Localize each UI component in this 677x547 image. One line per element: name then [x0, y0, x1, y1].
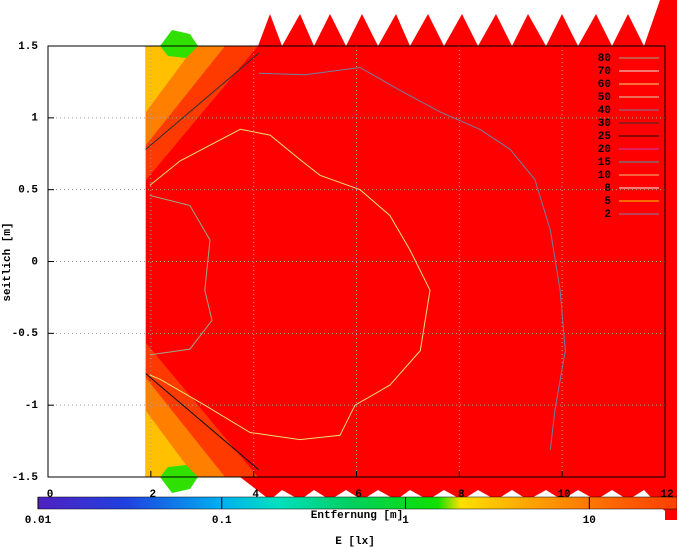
- y-tick-label: 0: [31, 256, 38, 268]
- x-tick-label: 8: [458, 489, 465, 501]
- legend-label: 70: [598, 66, 611, 78]
- y-tick-label: -1.5: [12, 472, 39, 484]
- y-axis-label: seitlich [m]: [2, 222, 14, 301]
- sawtooth-bottom: [240, 477, 677, 520]
- x-tick-label: 2: [150, 489, 157, 501]
- legend-label: 30: [598, 118, 611, 130]
- heatmap-field: [145, 46, 666, 477]
- x-tick-label: 10: [558, 489, 571, 501]
- legend-label: 80: [598, 53, 611, 65]
- x-tick-label: 12: [660, 489, 673, 501]
- colorbar-label: E [lx]: [335, 536, 375, 547]
- legend-label: 60: [598, 79, 611, 91]
- y-tick-label: 0.5: [18, 185, 38, 197]
- x-tick-label: 0: [47, 489, 54, 501]
- x-tick-label: 6: [355, 489, 362, 501]
- contour-line: [145, 52, 260, 150]
- legend-label: 2: [604, 209, 611, 221]
- colorbar-tick-label: 0.1: [212, 515, 232, 527]
- axis-labels: Entfernung [m] seitlich [m] E [lx]: [2, 222, 403, 547]
- contour-layer: [145, 52, 566, 471]
- wedge-top-green: [160, 30, 198, 58]
- colorbar-tick-label: 0.01: [25, 515, 52, 527]
- legend-label: 10: [598, 170, 611, 182]
- legend-label: 5: [604, 196, 611, 208]
- legend-label: 15: [598, 157, 612, 169]
- y-tick-label: -1: [25, 400, 39, 412]
- field-layer: [145, 46, 666, 477]
- wedge-bottom-green: [160, 465, 198, 493]
- contour-line: [258, 66, 566, 450]
- legend-label: 8: [604, 183, 611, 195]
- heatmap-edges: [146, 0, 677, 520]
- colorbar-tick-label: 1: [402, 515, 409, 527]
- plot-frame: [47, 45, 666, 478]
- wedge-top: [146, 46, 195, 112]
- wedge-bottom: [146, 411, 195, 477]
- colorbar-tick-label: 10: [583, 515, 596, 527]
- contour-line: [149, 128, 431, 441]
- legend-label: 40: [598, 105, 611, 117]
- legend-label: 25: [598, 131, 612, 143]
- colorbar: 0.01 0.1 1 10: [25, 496, 677, 527]
- y-tick-label: 1: [31, 113, 38, 125]
- legend-label: 20: [598, 144, 611, 156]
- x-axis-label: Entfernung [m]: [311, 510, 403, 522]
- legend-label: 50: [598, 92, 611, 104]
- contour-line: [149, 194, 213, 356]
- contour-line: [145, 373, 260, 471]
- x-tick-label: 4: [252, 489, 259, 501]
- y-tick-label: 1.5: [18, 41, 38, 53]
- y-tick-label: -0.5: [12, 328, 39, 340]
